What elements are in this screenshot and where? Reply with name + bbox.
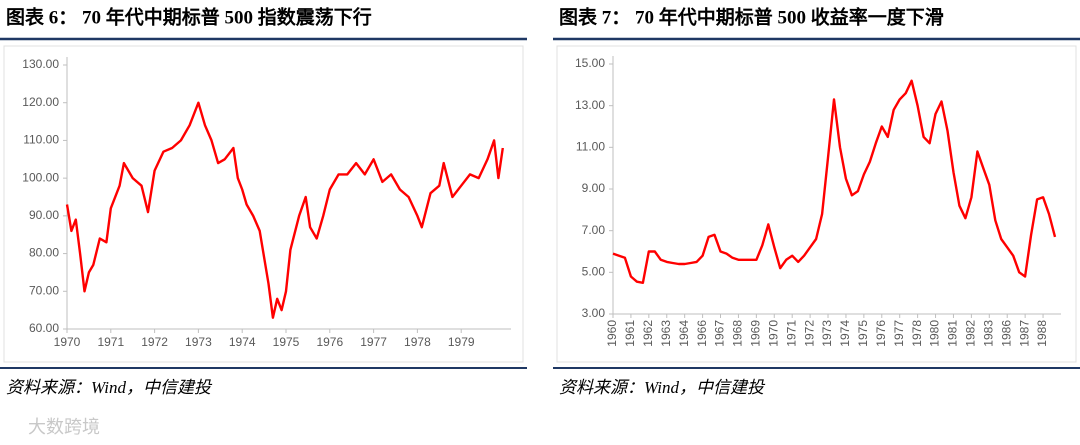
x-tick-label: 1974 <box>838 320 852 347</box>
y-tick-label: 90.00 <box>29 208 59 222</box>
x-tick-label: 1962 <box>641 320 655 347</box>
source: 资料来源：Wind，中信建投 <box>6 378 213 397</box>
x-tick-label: 1970 <box>54 335 81 349</box>
y-tick-label: 15.00 <box>575 56 605 70</box>
y-tick-label: 110.00 <box>23 133 59 147</box>
x-tick-label: 1975 <box>273 335 300 349</box>
y-tick-label: 13.00 <box>575 98 605 112</box>
y-tick-label: 11.00 <box>576 140 605 154</box>
x-tick-label: 1963 <box>659 320 673 347</box>
y-tick-label: 130.00 <box>22 57 59 71</box>
y-tick-label: 5.00 <box>582 265 606 279</box>
plot-frame <box>556 45 1077 363</box>
x-tick-label: 1973 <box>185 335 212 349</box>
x-tick-label: 1973 <box>820 320 834 347</box>
x-tick-label: 1980 <box>928 320 942 347</box>
x-tick-label: 1981 <box>946 320 960 347</box>
x-tick-label: 1972 <box>141 335 168 349</box>
data-line <box>65 101 504 319</box>
x-tick-label: 1975 <box>856 320 870 347</box>
x-tick-label: 1983 <box>981 320 995 347</box>
y-tick-label: 60.00 <box>29 321 59 335</box>
x-tick-label: 1987 <box>1017 320 1031 347</box>
x-tick-label: 1976 <box>874 320 888 347</box>
x-tick-label: 1961 <box>623 320 637 347</box>
x-tick-label: 1978 <box>404 335 431 349</box>
x-tick-label: 1977 <box>360 335 387 349</box>
x-tick-label: 1978 <box>910 320 924 347</box>
chart-title: 图表 7： 70 年代中期标普 500 收益率一度下滑 <box>559 5 944 28</box>
source: 资料来源：Wind，中信建投 <box>559 378 766 397</box>
x-tick-label: 1972 <box>802 320 816 347</box>
watermark: 大数跨境 <box>28 417 100 438</box>
y-tick-label: 70.00 <box>29 283 59 297</box>
x-tick-label: 1977 <box>892 320 906 347</box>
x-tick-label: 1974 <box>229 335 256 349</box>
x-tick-label: 1979 <box>448 335 475 349</box>
x-tick-label: 1968 <box>731 320 745 347</box>
y-tick-label: 100.00 <box>22 170 59 184</box>
x-tick-label: 1967 <box>713 320 727 347</box>
y-tick-label: 9.00 <box>582 181 606 195</box>
y-tick-label: 80.00 <box>29 246 59 260</box>
x-tick-label: 1986 <box>999 320 1013 347</box>
x-tick-label: 1964 <box>677 320 691 347</box>
x-tick-label: 1960 <box>605 320 619 347</box>
plot-frame <box>3 45 524 363</box>
x-tick-label: 1969 <box>749 320 763 347</box>
x-tick-label: 1966 <box>695 320 709 347</box>
data-line <box>612 79 1057 284</box>
x-tick-label: 1976 <box>316 335 343 349</box>
x-tick-label: 1970 <box>766 320 780 347</box>
chart-title: 图表 6： 70 年代中期标普 500 指数震荡下行 <box>6 5 372 28</box>
x-tick-label: 1971 <box>784 320 798 347</box>
y-tick-label: 120.00 <box>22 95 59 109</box>
x-tick-label: 1982 <box>964 320 978 347</box>
x-tick-label: 1971 <box>97 335 124 349</box>
y-tick-label: 3.00 <box>582 306 606 320</box>
y-tick-label: 7.00 <box>582 223 606 237</box>
x-tick-label: 1988 <box>1035 320 1049 347</box>
